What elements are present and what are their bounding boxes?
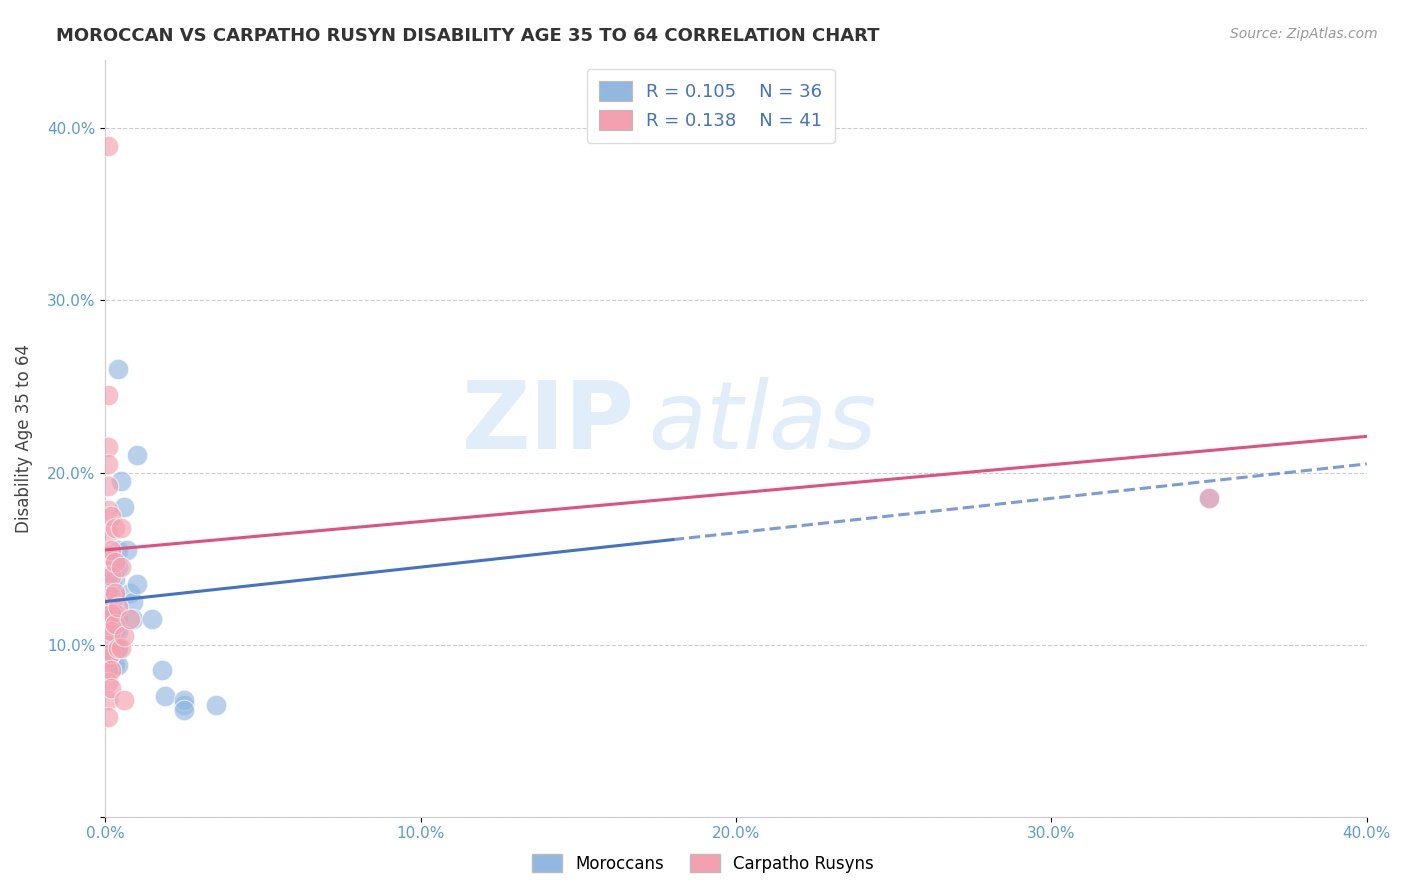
Point bbox=[103, 590, 125, 604]
Point bbox=[100, 543, 122, 558]
Point bbox=[97, 692, 120, 706]
Point bbox=[103, 572, 125, 586]
Point bbox=[153, 689, 176, 703]
Point bbox=[100, 646, 122, 660]
Point bbox=[112, 629, 135, 643]
Point bbox=[107, 362, 129, 376]
Point bbox=[150, 664, 173, 678]
Point bbox=[103, 555, 125, 569]
Point bbox=[97, 710, 120, 724]
Point bbox=[107, 658, 129, 673]
Point bbox=[107, 543, 129, 558]
Point bbox=[100, 651, 122, 665]
Point bbox=[97, 457, 120, 471]
Point bbox=[100, 664, 122, 678]
Point bbox=[97, 479, 120, 493]
Point bbox=[103, 624, 125, 638]
Point bbox=[103, 658, 125, 673]
Point bbox=[100, 577, 122, 591]
Point bbox=[115, 543, 138, 558]
Point bbox=[120, 612, 142, 626]
Point bbox=[97, 525, 120, 540]
Text: atlas: atlas bbox=[648, 377, 876, 468]
Point bbox=[100, 638, 122, 652]
Point bbox=[110, 640, 132, 655]
Point bbox=[110, 560, 132, 574]
Point bbox=[97, 612, 120, 626]
Point bbox=[1198, 491, 1220, 506]
Point bbox=[103, 640, 125, 655]
Point bbox=[97, 138, 120, 153]
Point bbox=[107, 624, 129, 638]
Text: Source: ZipAtlas.com: Source: ZipAtlas.com bbox=[1230, 27, 1378, 41]
Point bbox=[100, 607, 122, 621]
Point bbox=[173, 692, 195, 706]
Point bbox=[112, 500, 135, 514]
Point bbox=[97, 638, 120, 652]
Point bbox=[97, 388, 120, 402]
Point bbox=[100, 568, 122, 582]
Point bbox=[100, 590, 122, 604]
Text: MOROCCAN VS CARPATHO RUSYN DISABILITY AGE 35 TO 64 CORRELATION CHART: MOROCCAN VS CARPATHO RUSYN DISABILITY AG… bbox=[56, 27, 880, 45]
Point bbox=[122, 594, 145, 608]
Point bbox=[100, 681, 122, 695]
Point bbox=[97, 503, 120, 517]
Point bbox=[107, 599, 129, 614]
Point bbox=[100, 607, 122, 621]
Point bbox=[100, 624, 122, 638]
Point bbox=[107, 640, 129, 655]
Point bbox=[110, 520, 132, 534]
Point bbox=[120, 586, 142, 600]
Point bbox=[100, 620, 122, 634]
Point bbox=[107, 640, 129, 655]
Point bbox=[103, 520, 125, 534]
Point bbox=[97, 651, 120, 665]
Point bbox=[1198, 491, 1220, 506]
Point bbox=[103, 555, 125, 569]
Point bbox=[173, 703, 195, 717]
Legend: R = 0.105    N = 36, R = 0.138    N = 41: R = 0.105 N = 36, R = 0.138 N = 41 bbox=[586, 69, 835, 143]
Point bbox=[97, 440, 120, 454]
Text: ZIP: ZIP bbox=[463, 377, 636, 469]
Point bbox=[112, 692, 135, 706]
Point bbox=[125, 577, 148, 591]
Point bbox=[97, 675, 120, 690]
Point bbox=[100, 594, 122, 608]
Point bbox=[97, 548, 120, 562]
Point bbox=[103, 616, 125, 631]
Point bbox=[107, 560, 129, 574]
Point bbox=[110, 474, 132, 488]
Point bbox=[173, 698, 195, 712]
Point bbox=[100, 508, 122, 523]
Point bbox=[122, 612, 145, 626]
Point bbox=[97, 664, 120, 678]
Point bbox=[107, 612, 129, 626]
Point bbox=[204, 698, 226, 712]
Point bbox=[141, 612, 163, 626]
Y-axis label: Disability Age 35 to 64: Disability Age 35 to 64 bbox=[15, 343, 32, 533]
Point bbox=[97, 568, 120, 582]
Point bbox=[125, 448, 148, 462]
Point bbox=[103, 607, 125, 621]
Point bbox=[97, 586, 120, 600]
Point bbox=[97, 599, 120, 614]
Legend: Moroccans, Carpatho Rusyns: Moroccans, Carpatho Rusyns bbox=[526, 847, 880, 880]
Point bbox=[97, 624, 120, 638]
Point bbox=[103, 586, 125, 600]
